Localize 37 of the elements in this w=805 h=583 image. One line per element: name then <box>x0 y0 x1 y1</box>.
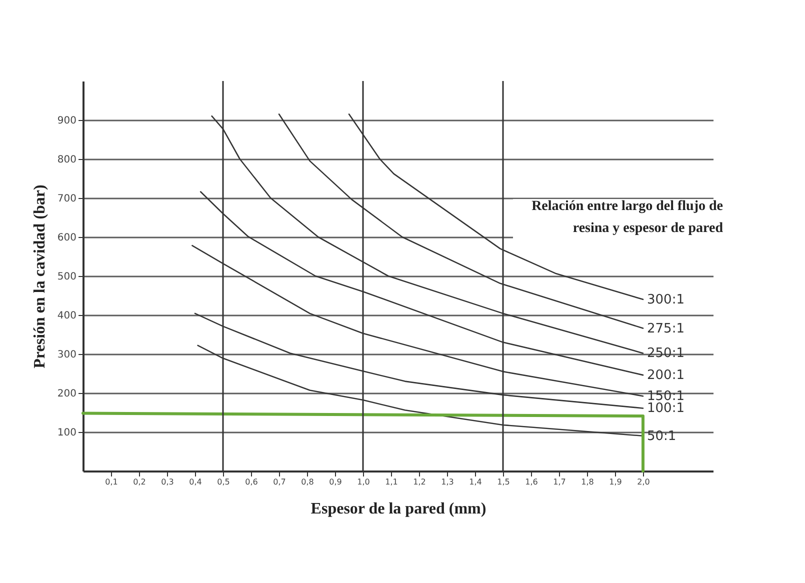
x-tick-label: 0,3 <box>161 478 174 486</box>
y-axis-title: Presión en la cavidad (bar) <box>31 184 48 368</box>
series-label: 100:1 <box>647 401 684 416</box>
x-tick-label: 0,6 <box>245 478 258 486</box>
x-tick-label: 0,4 <box>189 478 202 486</box>
x-tick-label: 1,4 <box>469 478 482 486</box>
x-tick-label: 1,9 <box>609 478 622 486</box>
x-tick-label: 0,8 <box>301 478 314 486</box>
y-tick-label: 900 <box>57 116 76 126</box>
series-label: 50:1 <box>647 428 676 444</box>
x-tick-label: 2,0 <box>637 478 650 486</box>
x-tick-label: 1,8 <box>581 478 594 486</box>
y-tick-label: 800 <box>57 154 76 166</box>
x-axis-title: Espesor de la pared (mm) <box>310 500 486 518</box>
y-tick-label: 200 <box>57 388 76 400</box>
y-tick-label: 500 <box>57 272 76 282</box>
x-tick-label: 0,9 <box>329 478 342 486</box>
y-tick-label: 700 <box>57 194 76 204</box>
x-tick-label: 1,1 <box>385 478 398 486</box>
x-tick-label: 0,5 <box>217 478 230 486</box>
y-tick-label: 300 <box>57 350 76 360</box>
series-label: 275:1 <box>647 321 684 336</box>
x-tick-label: 1,0 <box>357 478 370 486</box>
y-tick-label: 600 <box>57 232 76 244</box>
x-tick-label: 1,6 <box>525 478 538 486</box>
x-tick-label: 0,1 <box>105 478 118 486</box>
x-tick-label: 1,7 <box>553 478 566 486</box>
x-tick-label: 0,7 <box>273 478 286 486</box>
x-tick-label: 1,5 <box>497 478 510 486</box>
x-tick-label: 1,3 <box>441 478 454 486</box>
series-label: 300:1 <box>647 292 684 308</box>
series-label: 200:1 <box>647 368 684 384</box>
y-tick-label: 100 <box>57 428 76 438</box>
x-tick-label: 1,2 <box>413 478 426 486</box>
y-tick-label: 400 <box>57 310 76 322</box>
x-tick-label: 0,2 <box>133 478 146 486</box>
annotation: Relación entre largo del flujo de resina y espesor de pared <box>532 199 724 236</box>
